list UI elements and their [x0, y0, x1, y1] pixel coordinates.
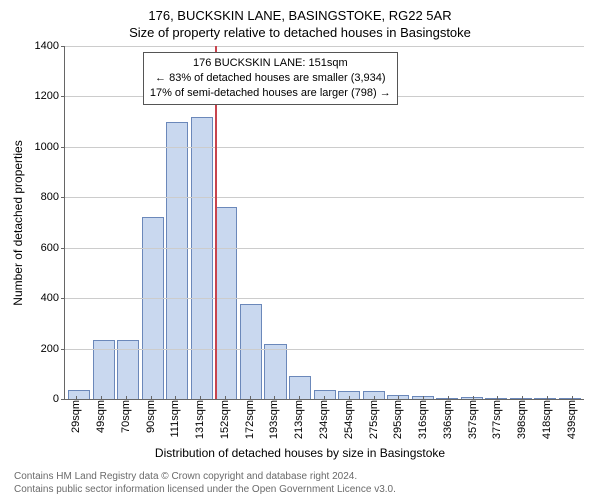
histogram-bar [485, 398, 507, 399]
y-tick-mark [61, 248, 65, 249]
footer-attribution: Contains HM Land Registry data © Crown c… [8, 470, 592, 496]
x-tick-mark [398, 396, 399, 400]
x-tick-label: 316sqm [417, 400, 429, 439]
bar-slot [92, 46, 117, 399]
gridline [65, 147, 584, 148]
x-tick-mark [200, 396, 201, 400]
x-tick-label: 29sqm [70, 400, 82, 433]
histogram-bar [215, 207, 237, 399]
title-address: 176, BUCKSKIN LANE, BASINGSTOKE, RG22 5A… [8, 8, 592, 23]
y-axis-label: Number of detached properties [11, 140, 25, 305]
x-tick-label: 193sqm [268, 400, 280, 439]
x-tick-label: 357sqm [467, 400, 479, 439]
x-tick-label: 70sqm [120, 400, 132, 433]
x-tick-label: 254sqm [343, 400, 355, 439]
x-tick-mark [175, 396, 176, 400]
y-tick-mark [61, 197, 65, 198]
x-tick-mark [497, 396, 498, 400]
x-tick-label: 49sqm [95, 400, 107, 433]
annotation-line: 176 BUCKSKIN LANE: 151sqm [150, 56, 391, 71]
y-tick-mark [61, 349, 65, 350]
gridline [65, 248, 584, 249]
bar-slot [484, 46, 509, 399]
x-tick-mark [423, 396, 424, 400]
gridline [65, 46, 584, 47]
bar-slot [533, 46, 558, 399]
x-tick-label: 398sqm [516, 400, 528, 439]
y-tick-mark [61, 96, 65, 97]
y-tick-mark [61, 298, 65, 299]
x-ticks-group: 29sqm 49sqm 70sqm 90sqm 111sqm 131sqm 152sqm 17… [64, 400, 584, 444]
histogram-bar [559, 398, 581, 400]
histogram-bar [191, 117, 213, 399]
annotation-line: 17% of semi-detached houses are larger (… [150, 86, 391, 101]
histogram-bar [534, 398, 556, 399]
x-tick-label: 377sqm [491, 400, 503, 439]
plot-outer: Number of detached properties 0200400600… [64, 46, 584, 400]
gridline [65, 349, 584, 350]
histogram-bar [264, 344, 286, 399]
bar-slot [116, 46, 141, 399]
x-tick-label: 275sqm [368, 400, 380, 439]
gridline [65, 298, 584, 299]
chart-container: 176, BUCKSKIN LANE, BASINGSTOKE, RG22 5A… [0, 0, 600, 500]
y-tick-mark [61, 46, 65, 47]
gridline [65, 197, 584, 198]
x-tick-mark [522, 396, 523, 400]
x-tick-label: 234sqm [318, 400, 330, 439]
footer-line-1: Contains HM Land Registry data © Crown c… [14, 470, 592, 483]
title-description: Size of property relative to detached ho… [8, 25, 592, 40]
histogram-bar [510, 398, 532, 399]
x-tick-mark [572, 396, 573, 400]
x-tick-mark [448, 396, 449, 400]
x-tick-mark [547, 396, 548, 400]
x-tick-label: 439sqm [566, 400, 578, 439]
bar-slot [460, 46, 485, 399]
x-tick-mark [225, 396, 226, 400]
x-tick-label: 213sqm [293, 400, 305, 439]
x-tick-mark [349, 396, 350, 400]
x-tick-label: 418sqm [541, 400, 553, 439]
x-tick-mark [76, 396, 77, 400]
x-tick-mark [126, 396, 127, 400]
x-tick-mark [101, 396, 102, 400]
x-tick-label: 131sqm [194, 400, 206, 439]
bar-slot [67, 46, 92, 399]
y-tick-mark [61, 147, 65, 148]
x-tick-mark [324, 396, 325, 400]
bar-slot [558, 46, 583, 399]
footer-line-2: Contains public sector information licen… [14, 483, 592, 496]
annotation-box: 176 BUCKSKIN LANE: 151sqm← 83% of detach… [143, 52, 398, 105]
x-tick-mark [274, 396, 275, 400]
x-axis-label: Distribution of detached houses by size … [8, 446, 592, 460]
x-tick-label: 336sqm [442, 400, 454, 439]
x-tick-label: 152sqm [219, 400, 231, 439]
x-tick-mark [151, 396, 152, 400]
x-tick-mark [374, 396, 375, 400]
bar-slot [435, 46, 460, 399]
x-tick-label: 90sqm [145, 400, 157, 433]
x-tick-label: 295sqm [392, 400, 404, 439]
bar-slot [410, 46, 435, 399]
plot-area: 0200400600800100012001400176 BUCKSKIN LA… [64, 46, 584, 400]
x-tick-mark [473, 396, 474, 400]
histogram-bar [166, 122, 188, 399]
histogram-bar [240, 304, 262, 399]
bar-slot [509, 46, 534, 399]
histogram-bar [142, 217, 164, 399]
histogram-bar [68, 390, 90, 399]
x-tick-mark [299, 396, 300, 400]
x-tick-mark [250, 396, 251, 400]
x-tick-label: 172sqm [244, 400, 256, 439]
annotation-line: ← 83% of detached houses are smaller (3,… [150, 71, 391, 86]
x-tick-label: 111sqm [169, 400, 181, 438]
